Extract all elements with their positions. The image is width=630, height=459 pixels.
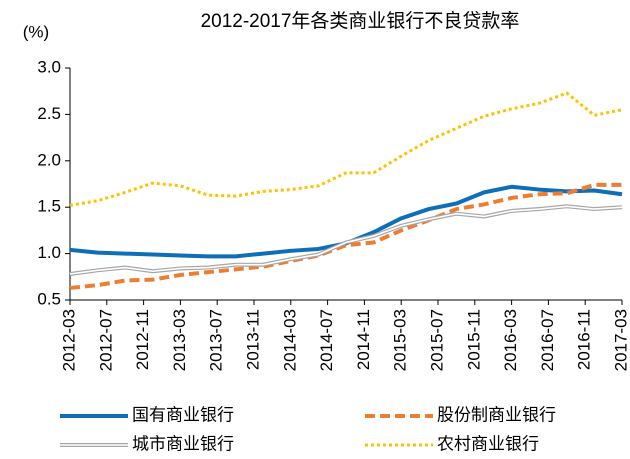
series-line xyxy=(69,182,622,290)
x-tick-label: 2013-07 xyxy=(207,309,226,371)
legend-label: 农村商业银行 xyxy=(437,434,539,453)
y-tick-label: 0.5 xyxy=(37,289,61,308)
series-line xyxy=(69,205,623,275)
legend-label: 国有商业银行 xyxy=(132,405,234,424)
series-line xyxy=(69,91,623,207)
x-tick-label: 2016-11 xyxy=(575,309,594,370)
series-line xyxy=(69,184,623,259)
x-tick-label: 2015-11 xyxy=(464,309,483,370)
x-tick-label: 2017-03 xyxy=(611,309,630,371)
x-tick-label: 2015-03 xyxy=(391,309,410,371)
x-tick-label: 2012-07 xyxy=(96,309,115,371)
x-tick-label: 2012-11 xyxy=(133,309,152,370)
series-line xyxy=(69,204,623,276)
x-tick-label: 2014-11 xyxy=(354,309,373,370)
x-tick-label: 2013-11 xyxy=(243,309,262,370)
x-tick-label: 2016-03 xyxy=(501,309,520,371)
y-tick-label: 2.5 xyxy=(37,104,61,123)
x-tick-label: 2014-07 xyxy=(317,309,336,371)
y-tick-label: 3.0 xyxy=(37,57,61,76)
y-tick-label: 1.5 xyxy=(37,197,61,216)
x-tick-label: 2013-03 xyxy=(170,309,189,371)
x-tick-label: 2016-07 xyxy=(538,309,557,371)
legend-label: 城市商业银行 xyxy=(132,434,234,453)
legend-label: 股份制商业银行 xyxy=(437,405,556,424)
y-axis-label: (%) xyxy=(23,22,49,41)
chart-title: 2012-2017年各类商业银行不良贷款率 xyxy=(201,10,520,32)
y-tick-label: 2.0 xyxy=(37,150,61,169)
y-tick-label: 1.0 xyxy=(37,243,61,262)
x-tick-label: 2014-03 xyxy=(280,309,299,371)
x-tick-label: 2012-03 xyxy=(59,309,78,371)
x-tick-label: 2015-07 xyxy=(427,309,446,371)
